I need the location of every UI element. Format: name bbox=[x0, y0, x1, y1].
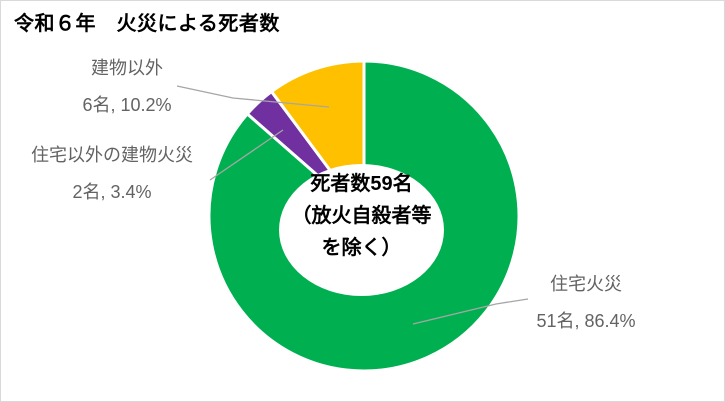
leader-line-residential bbox=[412, 298, 529, 325]
leader-line-non-residential bbox=[209, 129, 284, 181]
data-label-value: 2名, 3.4% bbox=[72, 182, 152, 202]
leader-line-non-building bbox=[176, 85, 330, 108]
data-label-value: 51名, 86.4% bbox=[536, 311, 636, 331]
center-label-line2: （放火自殺者等 bbox=[291, 205, 432, 227]
chart-title: 令和６年 火災による死者数 bbox=[14, 13, 280, 35]
center-label-line3: を除く） bbox=[321, 237, 402, 259]
data-label-value: 6名, 10.2% bbox=[82, 95, 172, 115]
pie-slice-residential-fire[interactable] bbox=[207, 59, 521, 373]
data-label-category: 建物以外 bbox=[91, 58, 163, 78]
data-label-residential: 住宅火災 51名, 86.4% bbox=[486, 266, 686, 340]
center-label-oval: 死者数59名 （放火自殺者等 を除く） bbox=[279, 164, 444, 296]
center-label: 死者数59名 （放火自殺者等 を除く） bbox=[279, 168, 444, 264]
data-label-category: 住宅火災 bbox=[550, 274, 622, 294]
center-label-line1: 死者数59名 bbox=[310, 173, 413, 195]
data-label-category: 住宅以外の建物火災 bbox=[31, 145, 193, 165]
data-label-non-building: 建物以外 6名, 10.2% bbox=[27, 50, 227, 124]
data-label-non-residential: 住宅以外の建物火災 2名, 3.4% bbox=[12, 137, 212, 211]
